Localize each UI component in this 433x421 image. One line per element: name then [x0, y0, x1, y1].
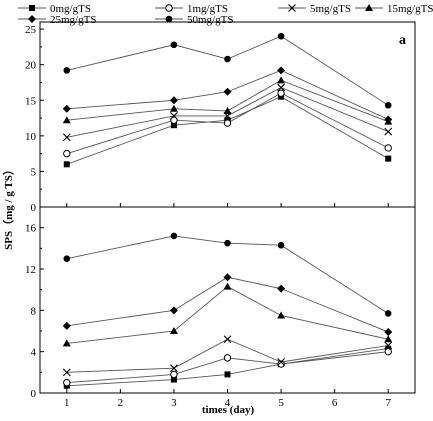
data-point: [277, 76, 286, 84]
data-point: [223, 87, 232, 96]
data-point: [63, 255, 71, 262]
data-point: [170, 364, 178, 373]
data-point: [277, 66, 286, 75]
data-point: [384, 115, 393, 124]
legend-marker: [29, 5, 35, 11]
x-tick-label: 2: [118, 397, 124, 409]
y-tick-label: 8: [31, 305, 37, 317]
data-point: [223, 282, 232, 290]
legend-label: 25mg/gTS: [50, 14, 96, 26]
x-tick-label: 4: [225, 397, 231, 409]
x-tick-label: 1: [64, 397, 70, 409]
y-tick-label: 15: [25, 95, 37, 107]
y-tick-label: 16: [25, 223, 37, 235]
y-tick-label: 5: [31, 166, 37, 178]
legend-marker: [165, 4, 173, 12]
data-point: [384, 335, 393, 343]
data-point: [277, 83, 285, 92]
data-point: [170, 41, 178, 49]
data-point: [62, 104, 71, 113]
data-point: [277, 358, 285, 366]
data-point: [277, 241, 285, 249]
plot-frame: [39, 206, 416, 394]
data-point: [277, 360, 285, 368]
x-axis-title: times (day): [202, 404, 255, 416]
series-line: [66, 96, 389, 165]
y-tick-label: 0: [31, 202, 37, 214]
data-point: [223, 354, 232, 362]
data-point: [277, 311, 286, 319]
legend-marker: [28, 15, 36, 23]
legend-label: 50mg/gTS: [187, 14, 233, 26]
data-point: [384, 347, 392, 356]
y-tick-label: 4: [31, 347, 37, 359]
legend: 0mg/gTS 1mg/gTS 5mg/gTS 15mg/gTS 25mg/gTS 50m…: [18, 3, 433, 26]
data-point: [384, 127, 393, 136]
data-point: [224, 55, 231, 63]
data-point: [170, 116, 178, 124]
data-point: [223, 273, 232, 282]
legend-label: 1mg/gTS: [187, 3, 228, 15]
data-point: [62, 133, 71, 142]
x-tick-label: 5: [278, 397, 284, 409]
data-point: [385, 155, 392, 162]
data-point: [384, 101, 392, 109]
x-tick-label: 6: [332, 397, 338, 409]
data-point: [223, 335, 232, 344]
data-point: [169, 96, 178, 105]
data-point: [63, 67, 71, 74]
legend-marker: [165, 15, 173, 23]
data-point: [223, 119, 232, 127]
data-point: [62, 339, 71, 347]
data-point: [277, 89, 285, 97]
legend-marker: [288, 4, 296, 12]
data-point: [384, 310, 392, 317]
data-point: [277, 32, 285, 40]
y-tick-label: 12: [25, 264, 36, 276]
panel-a: 0 5 10 15 20 25 a: [25, 21, 416, 214]
data-point: [169, 104, 178, 112]
legend-label: 0mg/gTS: [50, 3, 91, 15]
data-point: [384, 341, 393, 350]
data-point: [63, 149, 71, 158]
data-point: [63, 378, 71, 387]
series-line: [66, 348, 389, 387]
legend-marker: [365, 4, 373, 11]
y-axis-title: SPS（mg / g TS）: [2, 164, 15, 250]
panel-label: a: [399, 33, 406, 48]
data-point: [223, 106, 232, 114]
y-tick-label: 10: [25, 131, 37, 143]
y-tick-label: 25: [25, 24, 37, 36]
data-point: [277, 284, 286, 293]
data-point: [170, 112, 178, 120]
data-point: [62, 116, 71, 124]
data-point: [62, 368, 71, 377]
data-point: [224, 371, 231, 378]
data-point: [169, 327, 178, 334]
data-point: [62, 321, 71, 330]
data-point: [170, 376, 177, 383]
data-point: [384, 144, 392, 152]
x-tick-label: 3: [171, 397, 177, 409]
legend-label: 15mg/gTS: [387, 3, 433, 15]
data-point: [224, 239, 231, 247]
plot-frame: [39, 21, 416, 208]
data-point: [170, 232, 178, 240]
data-point: [63, 161, 70, 168]
x-tick-label: 7: [385, 397, 391, 409]
data-point: [170, 122, 177, 129]
y-tick-label: 0: [31, 388, 37, 400]
series-line: [66, 286, 389, 344]
data-point: [170, 370, 178, 379]
data-point: [384, 328, 393, 337]
legend-label: 5mg/gTS: [310, 3, 351, 15]
data-point: [169, 306, 178, 315]
y-tick-label: 20: [25, 60, 37, 72]
